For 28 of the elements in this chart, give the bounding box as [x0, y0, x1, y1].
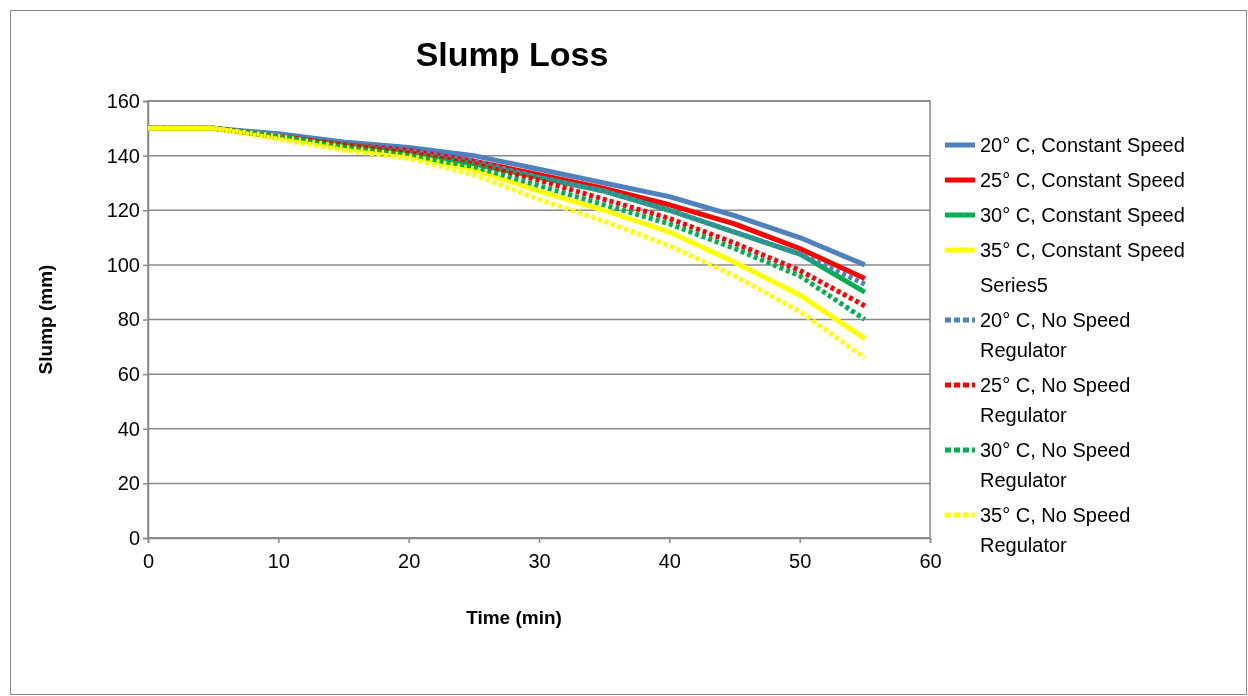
legend-label: 25° C, Constant Speed [980, 169, 1185, 191]
x-tick-label: 20 [398, 550, 421, 572]
x-tick-label: 40 [658, 550, 681, 572]
x-tick-label: 0 [142, 550, 155, 572]
y-axis-title: Slump (mm) [35, 264, 56, 375]
legend-label: 35° C, No Speed Regulator [980, 504, 1131, 556]
legend-label: 25° C, No Speed Regulator [980, 374, 1131, 426]
legend-label: 35° C, Constant Speed [980, 239, 1185, 261]
text: Series5 [980, 274, 1048, 296]
legend-label: 20° C, Constant Speed [980, 134, 1185, 156]
y-tick-label: 140 [106, 144, 140, 167]
legend-label: 30° C, No Speed Regulator [980, 439, 1131, 491]
chart-title: Slump Loss [415, 35, 609, 73]
x-axis-title: Time (min) [466, 607, 562, 628]
y-tick-label: 0 [128, 526, 140, 549]
y-tick-label: 120 [106, 199, 140, 222]
legend-label: 20° C, No Speed Regulator [980, 309, 1131, 361]
y-tick-label: 40 [117, 417, 140, 440]
legend-label: 30° C, Constant Speed [980, 204, 1185, 226]
x-tick-label: 10 [267, 550, 290, 572]
y-tick-label: 80 [117, 308, 140, 331]
x-tick-label: 50 [789, 550, 812, 572]
y-tick-label: 60 [117, 363, 140, 386]
y-tick-label: 20 [117, 472, 140, 495]
y-tick-label: 100 [106, 253, 140, 276]
x-tick-label: 60 [919, 550, 942, 572]
x-tick-label: 30 [528, 550, 551, 572]
y-tick-label: 160 [106, 89, 140, 112]
